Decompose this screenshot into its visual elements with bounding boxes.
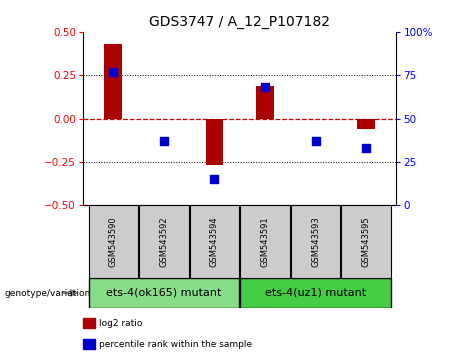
Bar xyxy=(240,278,391,308)
Point xyxy=(211,176,218,182)
Bar xyxy=(206,119,223,165)
Text: GSM543593: GSM543593 xyxy=(311,216,320,267)
Bar xyxy=(89,205,138,278)
Point xyxy=(312,138,319,144)
Title: GDS3747 / A_12_P107182: GDS3747 / A_12_P107182 xyxy=(149,16,330,29)
Bar xyxy=(89,278,239,308)
Point xyxy=(160,138,167,144)
Text: GSM543590: GSM543590 xyxy=(109,216,118,267)
Point xyxy=(261,85,269,90)
Text: GSM543594: GSM543594 xyxy=(210,216,219,267)
Text: genotype/variation: genotype/variation xyxy=(5,289,91,298)
Bar xyxy=(341,205,391,278)
Bar xyxy=(105,44,122,119)
Text: log2 ratio: log2 ratio xyxy=(99,319,142,328)
Bar xyxy=(357,119,375,129)
Bar xyxy=(240,205,290,278)
Text: percentile rank within the sample: percentile rank within the sample xyxy=(99,340,252,349)
Text: ets-4(ok165) mutant: ets-4(ok165) mutant xyxy=(106,288,222,298)
Bar xyxy=(291,205,340,278)
Text: GSM543592: GSM543592 xyxy=(160,216,168,267)
Text: ets-4(uz1) mutant: ets-4(uz1) mutant xyxy=(265,288,366,298)
Point xyxy=(362,145,370,151)
Bar xyxy=(189,205,239,278)
Bar xyxy=(256,86,274,119)
Bar xyxy=(139,205,189,278)
Point xyxy=(110,69,117,75)
Text: GSM543591: GSM543591 xyxy=(260,216,270,267)
Text: GSM543595: GSM543595 xyxy=(361,216,371,267)
